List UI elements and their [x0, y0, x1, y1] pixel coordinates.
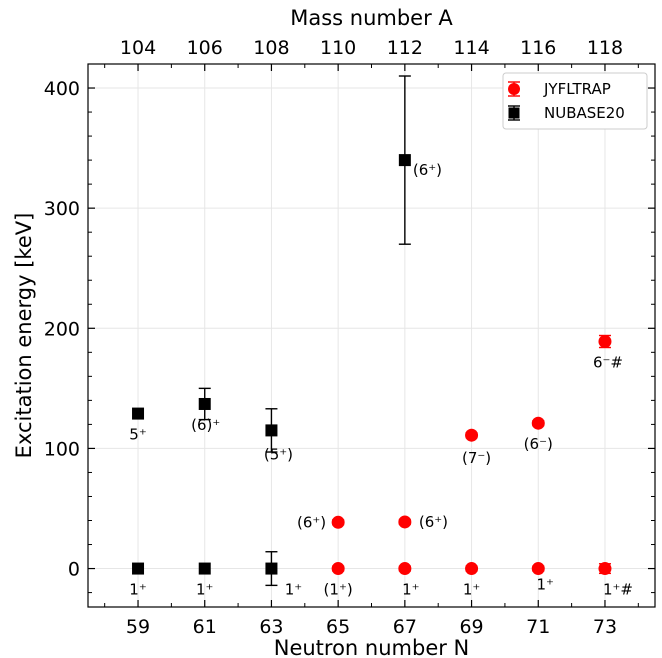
grid — [88, 64, 655, 607]
spin-label: (6)⁺ — [191, 416, 220, 434]
legend-label: JYFLTRAP — [543, 80, 611, 98]
y-tick-label: 100 — [44, 438, 80, 460]
data-point — [398, 154, 411, 167]
data-point — [198, 562, 211, 575]
legend-marker — [508, 107, 520, 119]
spin-label: 1⁺ — [129, 581, 146, 599]
data-point — [265, 562, 278, 575]
x-tick-label: 73 — [593, 616, 617, 638]
x-axis-label: Neutron number N — [274, 636, 470, 658]
x-tick-label: 71 — [526, 616, 550, 638]
data-point — [132, 407, 145, 420]
y-axis-label: Excitation energy [keV] — [12, 213, 36, 459]
data-point — [331, 562, 345, 576]
spin-label: (6⁺) — [297, 513, 326, 531]
top-tick-label: 104 — [120, 37, 156, 59]
spin-label: 6⁻# — [593, 354, 623, 372]
legend-marker — [508, 83, 520, 95]
data-point — [198, 397, 211, 410]
legend-box — [502, 72, 648, 130]
data-point — [531, 562, 545, 576]
legend-label: NUBASE20 — [544, 104, 625, 122]
data-point — [132, 562, 145, 575]
spin-label: 1⁺ — [402, 581, 419, 599]
legend: JYFLTRAP NUBASE20 — [502, 72, 648, 130]
y-tick-label: 400 — [44, 78, 80, 100]
x-tick-label: 59 — [126, 616, 150, 638]
ticks-layer: 59 104 61 106 63 108 65 110 67 112 69 114 71 116 73 118… — [44, 37, 655, 638]
annotations-layer: 1⁺ 5⁺ 1⁺ (6)⁺ 1⁺ (5⁺) (1⁺) (6⁺) 1⁺ (6⁺) (6⁺) 1⁺ (7⁻)… — [129, 161, 633, 598]
top-tick-label: 112 — [387, 37, 423, 59]
legend-item: NUBASE20 — [508, 104, 625, 122]
top-axis-label: Mass number A — [290, 6, 453, 30]
data-point — [598, 335, 612, 349]
x-tick-label: 63 — [259, 616, 283, 638]
data-point — [598, 562, 612, 576]
series-jyfltrap — [331, 334, 612, 576]
spin-label: (6⁺) — [413, 161, 442, 179]
data-point — [465, 428, 479, 442]
y-tick-label: 0 — [68, 559, 80, 581]
spin-label: 5⁺ — [129, 426, 146, 444]
top-tick-label: 110 — [320, 37, 356, 59]
spin-label: (5⁺) — [264, 445, 293, 463]
data-point — [398, 515, 412, 529]
y-tick-label: 300 — [44, 198, 80, 220]
spin-label: (1⁺) — [324, 581, 353, 599]
spin-label: (7⁻) — [462, 449, 491, 467]
x-tick-label: 65 — [326, 616, 350, 638]
data-point — [265, 424, 278, 437]
top-tick-label: 108 — [253, 37, 289, 59]
spin-label: 1⁺ — [196, 581, 213, 599]
spin-label: 1⁺ — [463, 581, 480, 599]
data-point — [331, 515, 345, 529]
top-tick-label: 118 — [587, 37, 623, 59]
x-tick-label: 69 — [459, 616, 483, 638]
spin-label: 1⁺# — [603, 581, 633, 599]
series-nubase20 — [132, 75, 411, 587]
series-layer — [132, 75, 612, 587]
legend-item: JYFLTRAP — [508, 80, 611, 98]
spin-label: 1⁺ — [537, 576, 554, 594]
spin-label: (6⁺) — [419, 513, 448, 531]
data-point — [531, 416, 545, 430]
top-tick-label: 116 — [520, 37, 556, 59]
top-tick-label: 114 — [453, 37, 489, 59]
spin-label: (6⁻) — [524, 435, 553, 453]
legend-items: JYFLTRAP NUBASE20 — [508, 80, 625, 122]
spin-label: 1⁺ — [285, 581, 302, 599]
top-tick-label: 106 — [187, 37, 223, 59]
x-tick-label: 67 — [393, 616, 417, 638]
y-tick-label: 200 — [44, 318, 80, 340]
data-point — [398, 562, 412, 576]
data-point — [465, 562, 479, 576]
x-tick-label: 61 — [193, 616, 217, 638]
